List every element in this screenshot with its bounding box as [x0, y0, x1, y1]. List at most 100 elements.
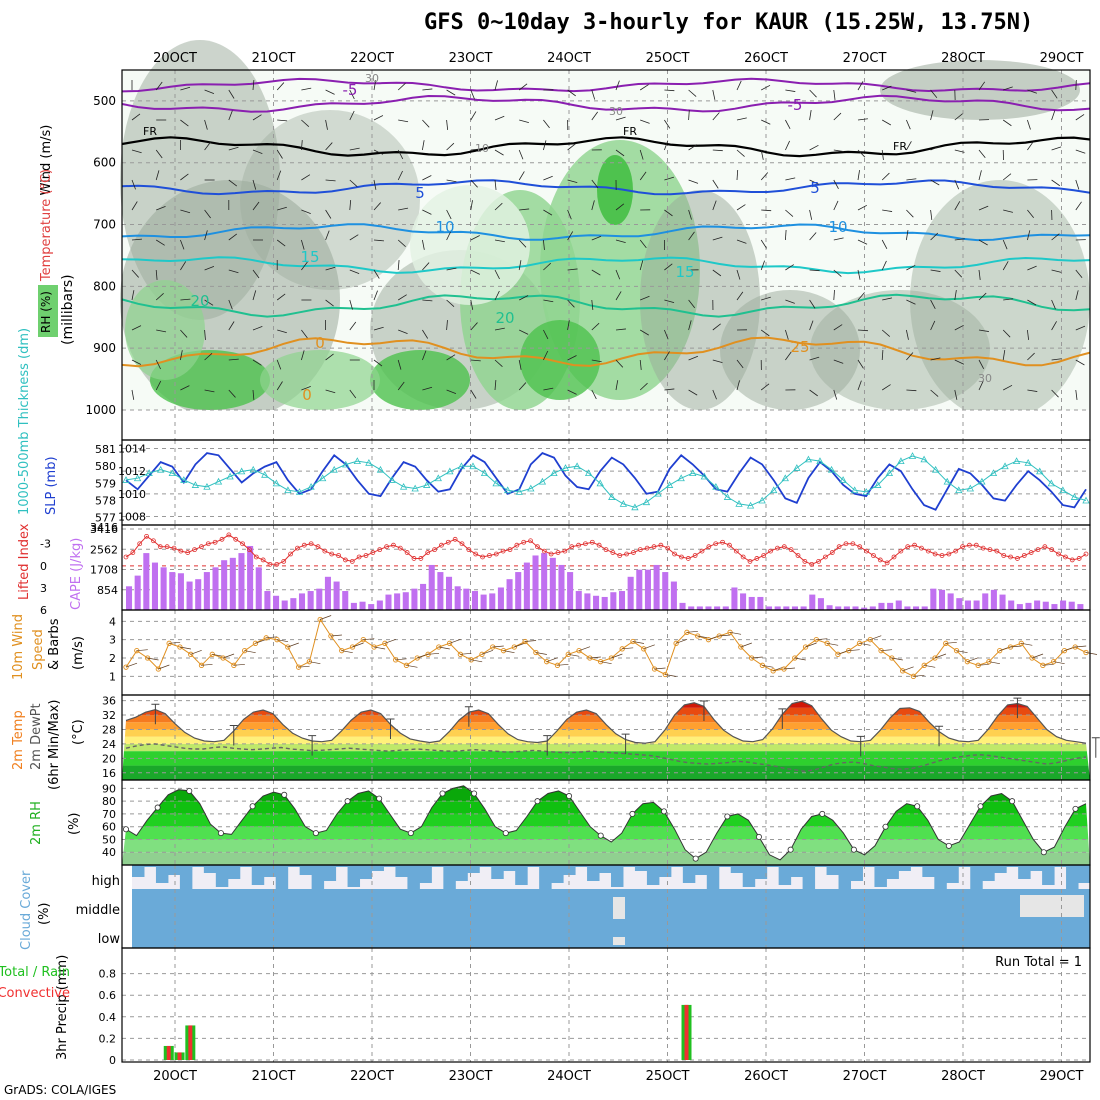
precip-y-tick: 0.2	[99, 1032, 117, 1045]
wind-barb	[978, 170, 982, 181]
cloud-high-cell	[742, 867, 756, 887]
wind-speed-point	[317, 616, 323, 623]
wind-barb	[567, 355, 577, 361]
wind-barb	[639, 239, 647, 249]
wind-barb	[470, 235, 480, 241]
wind-barb	[785, 209, 794, 217]
lifted-index-point	[432, 547, 437, 553]
lifted-index-point	[219, 536, 225, 542]
wind-barb	[712, 149, 723, 152]
lifted-index-point	[816, 559, 821, 564]
rh-point	[914, 803, 921, 810]
thickness-point	[469, 462, 477, 470]
wind-barb	[591, 389, 597, 400]
lifted-index-point	[157, 544, 163, 550]
thickness-point	[145, 469, 153, 476]
bottom-x-tick: 20OCT	[153, 1069, 197, 1084]
rh-band	[122, 839, 1090, 853]
wind-barb	[519, 295, 529, 301]
cape-bar	[394, 593, 401, 610]
wind-barb	[470, 200, 473, 211]
cape-bar	[273, 595, 280, 610]
cape-bar	[610, 592, 617, 610]
thickness-point	[573, 462, 581, 470]
wind-barb	[131, 201, 138, 211]
upper-air-y-tick: 900	[93, 341, 116, 355]
lifted-index-point	[528, 538, 533, 544]
lifted-index-point	[1076, 556, 1082, 561]
cape-bar	[601, 596, 608, 610]
cape-bar	[1077, 604, 1084, 610]
minmax-bar	[151, 703, 160, 725]
rh-point	[217, 830, 224, 837]
wind-speed-point	[792, 655, 798, 661]
wind-barb	[881, 239, 888, 250]
wind-speed-point	[533, 649, 539, 656]
wind-barb	[785, 89, 796, 92]
top-x-tick: 22OCT	[350, 51, 394, 66]
lifted-index-point	[322, 548, 328, 554]
wind-speed-point	[177, 644, 183, 650]
cape-bar	[696, 606, 703, 610]
wind-barb	[155, 149, 163, 159]
wind-barb	[1051, 321, 1057, 331]
wind-barb	[228, 389, 236, 398]
wind-speed-point	[824, 640, 830, 646]
bottom-x-tick: 24OCT	[547, 1069, 591, 1084]
cloud-high-cell	[646, 867, 660, 885]
thickness-point	[318, 474, 327, 482]
wind-barb	[857, 380, 862, 391]
wind-speed-point	[209, 651, 215, 657]
wind-barb	[131, 359, 142, 365]
cape-bar	[359, 601, 366, 610]
cloud-high-cell	[898, 867, 911, 871]
wind-barb	[373, 326, 384, 331]
lifted-index-point	[781, 544, 787, 550]
cloud-high-cell	[682, 867, 696, 883]
wind-barb	[301, 87, 312, 91]
wind-barb	[422, 299, 433, 302]
wind-barb	[639, 171, 647, 181]
cape-bar	[618, 591, 626, 610]
thickness-point	[596, 479, 604, 487]
cape-bar	[826, 605, 833, 610]
rh-point	[344, 798, 351, 805]
cloud-high-cell	[467, 867, 480, 873]
rh-point	[977, 803, 984, 810]
wind-barb	[494, 179, 497, 190]
wind-speed-point	[446, 640, 453, 646]
rh-point	[186, 787, 193, 794]
lifted-index-point	[144, 533, 149, 539]
wind-barb	[930, 357, 941, 361]
rh-shading	[370, 350, 470, 410]
wind-barb	[422, 239, 425, 250]
rh-shading	[720, 290, 860, 410]
minmax-bar	[464, 706, 473, 727]
wind-barb	[736, 204, 746, 211]
lifted-index-ylabel: Lifted Index	[17, 523, 32, 600]
lifted-index-point	[596, 542, 602, 548]
thickness-point	[353, 457, 361, 465]
cape-bar	[913, 606, 920, 610]
wind-barb	[785, 299, 795, 304]
cloud-high-cell	[503, 867, 516, 871]
thickness-line	[125, 455, 1087, 508]
wind-barb	[930, 89, 938, 99]
cape-bar	[298, 593, 306, 610]
wind-barb	[760, 172, 769, 181]
wind-barb	[557, 663, 569, 666]
wind-ylabel-4: (m/s)	[71, 636, 86, 670]
contour-label: 25	[790, 338, 809, 356]
wind-barb	[1027, 230, 1031, 241]
wind-barb	[228, 179, 238, 187]
wind-barb	[180, 350, 183, 361]
lifted-index-point	[445, 539, 451, 545]
thickness-point	[1001, 462, 1009, 470]
wind-barb	[1075, 179, 1080, 190]
contour-label: -5	[343, 81, 358, 99]
wind-barb	[131, 149, 142, 154]
wind-barb	[1002, 350, 1006, 361]
cape-bar	[869, 606, 876, 610]
cape-bar	[203, 572, 210, 610]
cape-bar	[947, 593, 954, 610]
